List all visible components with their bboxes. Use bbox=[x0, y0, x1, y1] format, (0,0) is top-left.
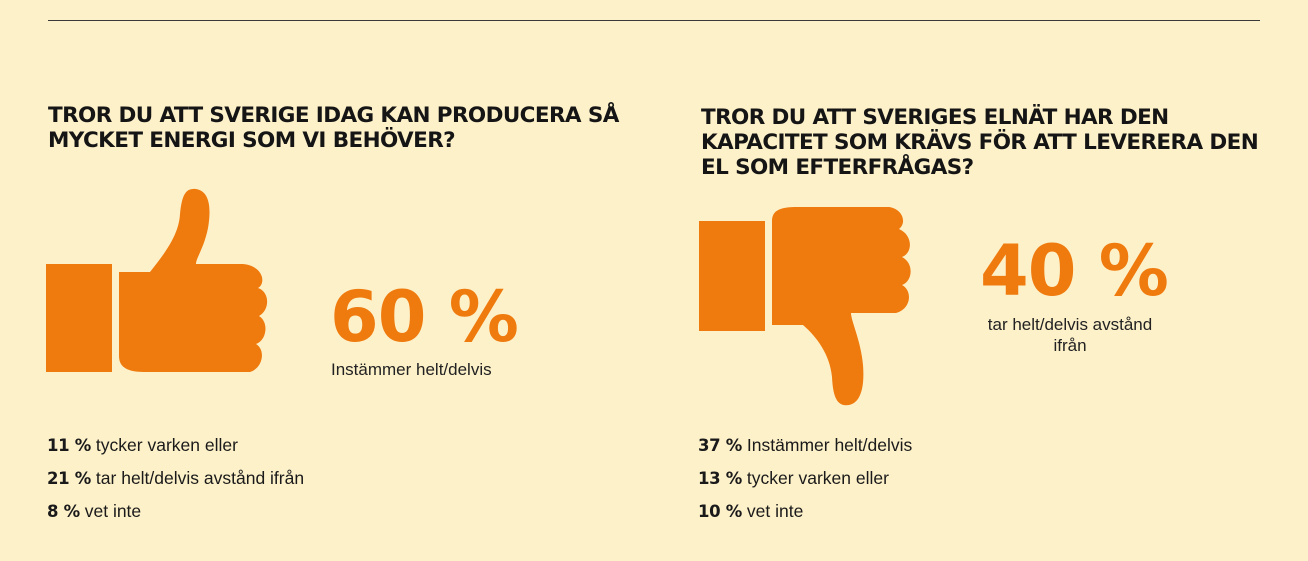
headline-percentage: 60 % bbox=[330, 276, 519, 358]
breakdown-percentage: 8 % bbox=[47, 502, 80, 521]
question-heading: TROR DU ATT SVERIGE IDAG KAN PRODUCERA S… bbox=[48, 103, 619, 153]
breakdown-percentage: 37 % bbox=[698, 436, 743, 455]
breakdown-percentage: 13 % bbox=[698, 469, 743, 488]
breakdown-item: 37 % Instämmer helt/delvis bbox=[698, 434, 912, 467]
top-divider bbox=[48, 20, 1260, 21]
breakdown-percentage: 21 % bbox=[47, 469, 92, 488]
question-heading: TROR DU ATT SVERIGES ELNÄT HAR DEN KAPAC… bbox=[701, 105, 1259, 180]
breakdown-label: Instämmer helt/delvis bbox=[746, 435, 913, 455]
headline-caption: tar helt/delvis avstånd ifrån bbox=[987, 315, 1153, 355]
breakdown-list: 11 % tycker varken eller 21 % tar helt/d… bbox=[47, 434, 304, 533]
survey-panel-production: TROR DU ATT SVERIGE IDAG KAN PRODUCERA S… bbox=[46, 103, 619, 533]
thumbs-down-icon bbox=[699, 207, 911, 406]
headline-caption: Instämmer helt/delvis bbox=[331, 360, 492, 379]
breakdown-list: 37 % Instämmer helt/delvis 13 % tycker v… bbox=[698, 434, 912, 533]
breakdown-item: 13 % tycker varken eller bbox=[698, 467, 912, 500]
breakdown-item: 8 % vet inte bbox=[47, 500, 304, 533]
breakdown-percentage: 11 % bbox=[47, 436, 92, 455]
breakdown-label: tycker varken eller bbox=[746, 468, 889, 488]
thumbs-up-icon bbox=[46, 188, 268, 372]
headline-percentage: 40 % bbox=[980, 230, 1169, 312]
survey-panel-grid-capacity: TROR DU ATT SVERIGES ELNÄT HAR DEN KAPAC… bbox=[654, 0, 1308, 561]
breakdown-percentage: 10 % bbox=[698, 502, 743, 521]
breakdown-item: 10 % vet inte bbox=[698, 500, 912, 533]
breakdown-item: 11 % tycker varken eller bbox=[47, 434, 304, 467]
breakdown-label: vet inte bbox=[746, 501, 804, 521]
breakdown-label: vet inte bbox=[84, 501, 142, 521]
breakdown-label: tycker varken eller bbox=[95, 435, 238, 455]
breakdown-label: tar helt/delvis avstånd ifrån bbox=[95, 468, 305, 488]
breakdown-item: 21 % tar helt/delvis avstånd ifrån bbox=[47, 467, 304, 500]
